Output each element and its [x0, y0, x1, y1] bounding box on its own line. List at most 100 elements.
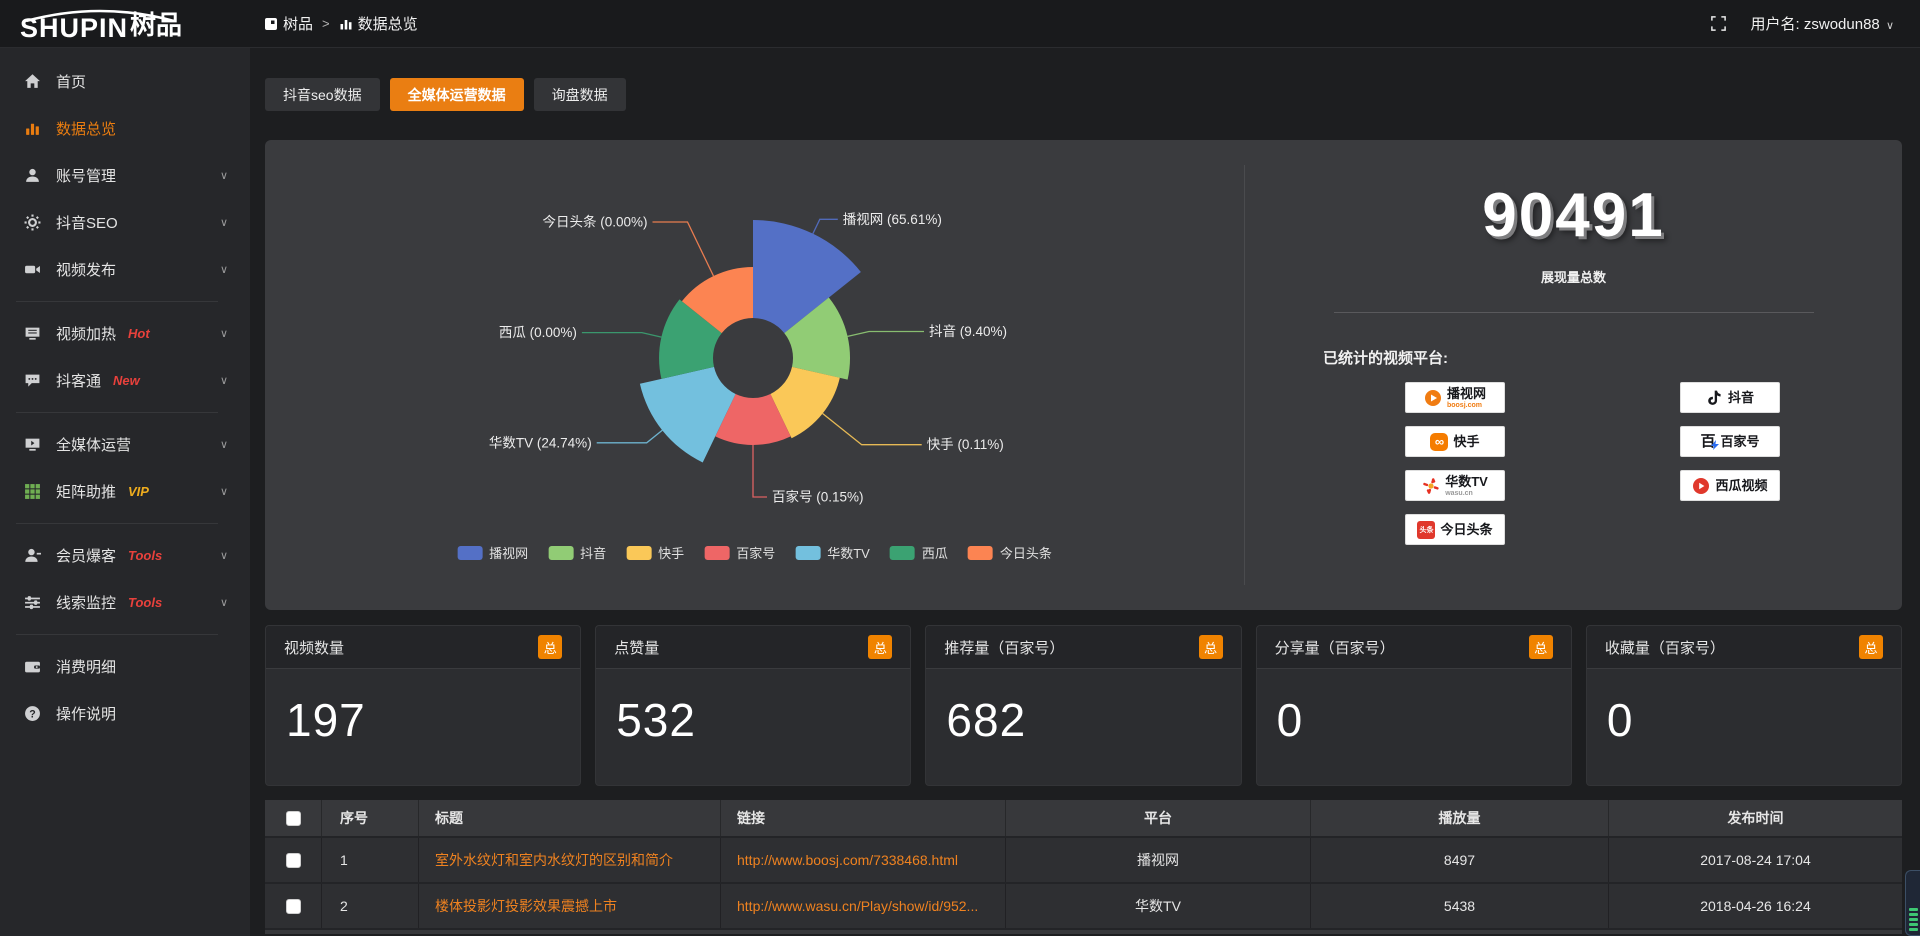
- row-checkbox[interactable]: [285, 898, 301, 914]
- screen-icon: [24, 436, 42, 453]
- mini-chart-icon: [339, 17, 353, 31]
- sidebar-item-6[interactable]: 视频加热 Hot ∨: [0, 310, 250, 357]
- fullscreen-icon[interactable]: [1710, 15, 1727, 32]
- total-badge[interactable]: 总: [538, 635, 563, 659]
- legend-item-快手[interactable]: 快手: [626, 543, 684, 562]
- legend-item-今日头条[interactable]: 今日头条: [967, 543, 1052, 562]
- pie-label-line: [581, 331, 662, 338]
- pie-legend: 播视网 抖音 快手 百家号 华数TV 西瓜 今日头条: [457, 543, 1052, 562]
- total-badge[interactable]: 总: [868, 635, 893, 659]
- sidebar-item-12[interactable]: 会员爆客 Tools ∨: [0, 532, 250, 579]
- sidebar-item-15[interactable]: 消费明细: [0, 643, 250, 690]
- stat-card-header: 收藏量（百家号） 总: [1586, 626, 1902, 669]
- sidebar-item-13[interactable]: 线索监控 Tools ∨: [0, 579, 250, 626]
- sidebar-item-label: 全媒体运营: [56, 437, 132, 454]
- total-badge[interactable]: 总: [1859, 635, 1884, 659]
- total-badge[interactable]: 总: [1198, 635, 1223, 659]
- sidebar-item-badge: Hot: [128, 326, 150, 341]
- tab-0[interactable]: 抖音seo数据: [265, 78, 380, 111]
- sidebar-item-0[interactable]: 首页: [0, 58, 250, 105]
- legend-item-抖音[interactable]: 抖音: [548, 543, 606, 562]
- stat-card-2: 推荐量（百家号） 总 682: [925, 625, 1242, 786]
- sidebar-divider: [16, 301, 218, 302]
- username-value: zswodun88: [1803, 16, 1880, 33]
- breadcrumb-current[interactable]: 数据总览: [339, 13, 418, 34]
- sidebar-item-label: 操作说明: [56, 706, 117, 723]
- chevron-down-icon: ∨: [219, 486, 228, 498]
- sidebar-item-badge: Tools: [128, 595, 163, 610]
- tab-2[interactable]: 询盘数据: [533, 78, 626, 111]
- platform-share-pie-chart[interactable]: 播视网 (65.61%) 抖音 (9.40%) 快手 (0.11%) 百家号 (0.1…: [265, 140, 1244, 610]
- pie-slice-西瓜[interactable]: [659, 299, 722, 379]
- platform-badge-今日头条: 头条 今日头条: [1405, 514, 1505, 545]
- sidebar-item-10[interactable]: 矩阵助推 VIP ∨: [0, 468, 250, 515]
- pie-label: 今日头条 (0.00%): [542, 214, 647, 230]
- sliders-icon: [24, 594, 42, 611]
- sidebar-item-3[interactable]: 抖音SEO ∨: [0, 199, 250, 246]
- platform-name: 华数TV: [1445, 473, 1488, 489]
- pie-label: 华数TV (24.74%): [489, 435, 592, 450]
- sidebar-divider: [16, 634, 218, 635]
- sidebar-item-2[interactable]: 账号管理 ∨: [0, 152, 250, 199]
- battery-widget[interactable]: [1905, 870, 1920, 936]
- legend-label: 抖音: [580, 546, 607, 561]
- row-plays: 5438: [1311, 884, 1609, 928]
- legend-item-华数TV[interactable]: 华数TV: [795, 543, 870, 562]
- pie-slice-华数TV[interactable]: [639, 366, 736, 463]
- topbar: SHUPIN 树品 树品 > 数据总览 用户名: zswodun88 ∨: [0, 0, 1920, 48]
- legend-item-西瓜[interactable]: 西瓜: [889, 543, 948, 562]
- legend-label: 快手: [658, 546, 685, 561]
- platform-name: 西瓜视频: [1715, 478, 1768, 493]
- row-checkbox[interactable]: [285, 852, 301, 868]
- sidebar-item-16[interactable]: ? 操作说明: [0, 690, 250, 737]
- grid-icon: [24, 483, 42, 500]
- total-badge[interactable]: 总: [1528, 635, 1553, 659]
- gear-icon: [24, 214, 42, 231]
- platforms-grid: 播视网 boosj.com 抖音 ∞ 快手 百百家号 华数TV wasu.cn 西瓜视频 头条 今日…: [1405, 382, 1902, 545]
- sidebar-item-label: 线索监控: [56, 595, 117, 612]
- chevron-down-icon: ∨: [219, 170, 228, 182]
- sidebar-item-label: 会员爆客: [56, 548, 117, 565]
- sidebar-item-7[interactable]: 抖客通 New ∨: [0, 357, 250, 404]
- stat-card-title: 视频数量: [284, 639, 345, 657]
- row-url-link[interactable]: http://www.boosj.com/7338468.html: [721, 838, 1006, 882]
- platform-sub: wasu.cn: [1445, 489, 1473, 497]
- breadcrumb-root[interactable]: 树品: [264, 13, 313, 34]
- row-url-link[interactable]: http://www.wasu.cn/Play/show/id/952...: [721, 884, 1006, 928]
- row-platform: 华数TV: [1006, 884, 1311, 928]
- sidebar-item-badge: New: [113, 373, 140, 388]
- user-menu[interactable]: 用户名: zswodun88 ∨: [1751, 13, 1894, 34]
- summary-area: 90491 展现量总数 已统计的视频平台: 播视网 boosj.com 抖音 ∞ 快手 百…: [1245, 140, 1902, 610]
- legend-item-百家号[interactable]: 百家号: [704, 543, 775, 562]
- sidebar-item-1[interactable]: 数据总览: [0, 105, 250, 152]
- monitor-icon: [24, 325, 42, 342]
- select-all-checkbox[interactable]: [285, 810, 301, 826]
- pie-label: 百家号 (0.15%): [772, 489, 864, 505]
- row-time: 2018-04-26 16:24: [1700, 898, 1811, 914]
- pie-label: 西瓜 (0.00%): [499, 325, 577, 340]
- stat-card-header: 分享量（百家号） 总: [1256, 626, 1571, 669]
- sidebar-item-9[interactable]: 全媒体运营 ∨: [0, 421, 250, 468]
- platform-badge-西瓜视频: 西瓜视频: [1680, 470, 1780, 501]
- col-header-plays: 播放量: [1311, 800, 1609, 836]
- chevron-down-icon: ∨: [219, 217, 228, 229]
- row-index: 1: [322, 838, 419, 882]
- app-logo: SHUPIN 树品: [0, 5, 250, 42]
- legend-item-播视网[interactable]: 播视网: [457, 543, 528, 562]
- pie-slice-百家号[interactable]: [715, 394, 791, 445]
- pie-slice-抖音[interactable]: [784, 297, 851, 380]
- sidebar-item-4[interactable]: 视频发布 ∨: [0, 246, 250, 293]
- toutiao-logo: 头条: [1417, 520, 1436, 539]
- stat-card-value: 532: [616, 694, 696, 746]
- tab-1[interactable]: 全媒体运营数据: [389, 78, 524, 111]
- pie-slice-快手[interactable]: [770, 366, 840, 439]
- col-header-link: 链接: [721, 800, 1006, 836]
- row-title-link[interactable]: 室外水纹灯和室内水纹灯的区别和简介: [419, 838, 721, 882]
- row-title-link[interactable]: 楼体投影灯投影效果震撼上市: [419, 884, 721, 928]
- sidebar-divider: [16, 523, 218, 524]
- col-header-title: 标题: [419, 800, 721, 836]
- pie-slice-今日头条[interactable]: [681, 267, 753, 334]
- breadcrumb-separator: >: [322, 16, 330, 31]
- pie-slice-播视网[interactable]: [753, 220, 861, 334]
- platform-badge-百家号: 百百家号: [1680, 426, 1780, 457]
